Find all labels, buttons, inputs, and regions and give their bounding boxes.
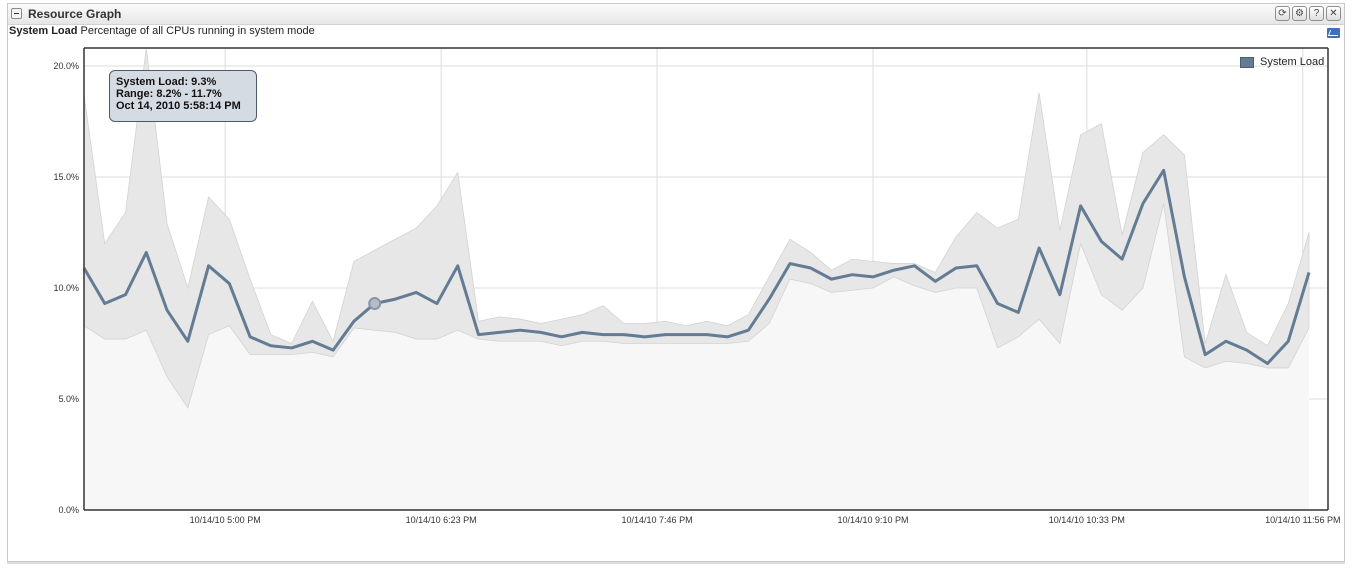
y-tick-label: 20.0%: [53, 61, 79, 71]
x-tick-label: 10/14/10 10:33 PM: [1049, 515, 1125, 525]
close-icon[interactable]: ✕: [1326, 6, 1341, 21]
metric-description: Percentage of all CPUs running in system…: [80, 25, 315, 37]
x-tick-label: 10/14/10 6:23 PM: [406, 515, 477, 525]
y-tick-label: 5.0%: [58, 394, 79, 404]
chart-subtitle: System Load Percentage of all CPUs runni…: [9, 25, 315, 37]
graph-view-icon[interactable]: [1327, 28, 1340, 38]
tooltip-timestamp: Oct 14, 2010 5:58:14 PM: [116, 100, 241, 112]
baseline-area: [84, 203, 1309, 510]
y-tick-label: 0.0%: [58, 505, 79, 515]
series-line: [82, 168, 1311, 365]
chart-legend: System Load: [1240, 56, 1324, 68]
x-tick-label: 10/14/10 7:46 PM: [622, 515, 693, 525]
panel-title: Resource Graph: [28, 7, 122, 21]
panel-titlebar: Resource Graph ⟳ ⚙ ? ✕: [8, 4, 1344, 25]
y-tick-label: 15.0%: [53, 172, 79, 182]
range-band: [83, 48, 1310, 409]
legend-label: System Load: [1260, 56, 1325, 68]
help-icon[interactable]: ?: [1309, 6, 1324, 21]
tooltip-range: Range: 8.2% - 11.7%: [116, 88, 222, 100]
highlight-marker: [368, 297, 382, 311]
legend-swatch: [1240, 56, 1254, 68]
refresh-icon[interactable]: ⟳: [1275, 6, 1290, 21]
collapse-button[interactable]: [11, 8, 22, 19]
data-tooltip: System Load: 9.3% Range: 8.2% - 11.7% Oc…: [109, 70, 257, 122]
metric-name: System Load: [9, 25, 78, 37]
x-tick-label: 10/14/10 9:10 PM: [837, 515, 908, 525]
panel-tools: ⟳ ⚙ ? ✕: [1275, 6, 1341, 21]
y-tick-label: 10.0%: [53, 283, 79, 293]
x-tick-label: 10/14/10 11:56 PM: [1265, 515, 1340, 525]
x-tick-label: 10/14/10 5:00 PM: [190, 515, 261, 525]
panel-bottom-bar: [7, 562, 1345, 564]
tooltip-value: System Load: 9.3%: [116, 76, 217, 88]
gear-icon[interactable]: ⚙: [1292, 6, 1307, 21]
